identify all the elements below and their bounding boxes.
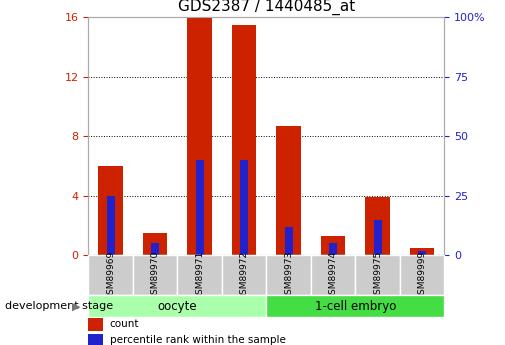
Bar <box>366 197 390 255</box>
Text: GSM89975: GSM89975 <box>373 250 382 300</box>
Bar <box>222 255 267 295</box>
Text: GSM89999: GSM89999 <box>418 250 427 300</box>
Bar <box>267 255 311 295</box>
Bar <box>240 160 248 255</box>
Bar <box>276 126 301 255</box>
Bar <box>400 255 444 295</box>
Bar <box>195 160 204 255</box>
Bar <box>107 196 115 255</box>
Bar <box>410 248 434 255</box>
Bar <box>374 220 382 255</box>
Bar <box>232 25 257 255</box>
Text: GSM89974: GSM89974 <box>329 250 338 300</box>
Text: GSM89970: GSM89970 <box>150 250 160 300</box>
Bar <box>88 334 103 345</box>
Bar <box>285 227 292 255</box>
Bar <box>329 244 337 255</box>
Text: GSM89971: GSM89971 <box>195 250 204 300</box>
Text: GSM89972: GSM89972 <box>240 250 248 300</box>
Bar <box>143 233 167 255</box>
Bar <box>98 166 123 255</box>
Bar <box>187 17 212 255</box>
Text: 1-cell embryo: 1-cell embryo <box>315 300 396 313</box>
Bar <box>321 236 345 255</box>
Bar <box>88 255 133 295</box>
Text: GSM89973: GSM89973 <box>284 250 293 300</box>
Bar <box>418 250 426 255</box>
Bar <box>88 295 267 317</box>
Bar <box>177 255 222 295</box>
Bar <box>267 295 444 317</box>
Text: count: count <box>110 319 139 329</box>
Bar <box>133 255 177 295</box>
Text: oocyte: oocyte <box>158 300 197 313</box>
Text: percentile rank within the sample: percentile rank within the sample <box>110 335 286 345</box>
Text: GSM89969: GSM89969 <box>106 250 115 300</box>
Bar <box>311 255 356 295</box>
Title: GDS2387 / 1440485_at: GDS2387 / 1440485_at <box>178 0 355 14</box>
Bar <box>356 255 400 295</box>
Text: ▶: ▶ <box>72 301 80 311</box>
Text: development stage: development stage <box>5 301 113 311</box>
Bar <box>151 244 159 255</box>
Bar <box>88 318 103 331</box>
